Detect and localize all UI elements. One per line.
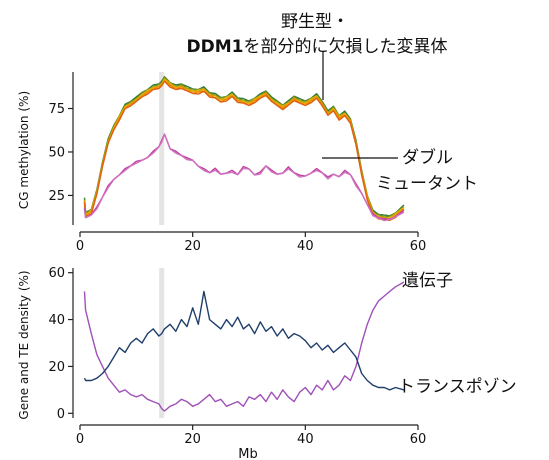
te-annotation: トランスポゾン <box>398 377 517 397</box>
wildtype-series-line <box>83 80 405 222</box>
x-tick-label: 60 <box>410 432 427 447</box>
y-tick-label: 60 <box>48 266 65 281</box>
y-tick-label: 25 <box>48 189 65 204</box>
y-tick-label: 0 <box>57 407 65 422</box>
x-tick-label: 40 <box>297 432 314 447</box>
genes-annotation: 遺伝子 <box>402 271 453 291</box>
x-axis-label: Mb <box>238 447 257 460</box>
y-tick-label: 40 <box>48 313 65 328</box>
te-series-line <box>83 290 405 391</box>
x-tick-label: 20 <box>184 432 201 447</box>
ddm1-label: DDM1 <box>187 37 244 57</box>
centromere-highlight-bottom <box>159 268 165 418</box>
x-ticks-top: 0 20 40 60 <box>76 232 426 254</box>
y-axis-label-bottom: Gene and TE density (%) <box>17 270 31 419</box>
y-axis-label-top: CG methylation (%) <box>17 91 31 209</box>
x-ticks-bottom: 0 20 40 60 <box>76 425 426 447</box>
y-tick-label: 75 <box>48 102 65 117</box>
x-tick-label: 40 <box>297 239 314 254</box>
x-tick-label: 60 <box>410 239 427 254</box>
x-tick-label: 0 <box>76 432 84 447</box>
wildtype-annotation-line1: 野生型・ <box>281 12 349 32</box>
y-ticks-bottom: 0 20 40 60 <box>48 266 73 422</box>
double-mutant-series-line <box>83 133 405 222</box>
x-tick-label: 20 <box>184 239 201 254</box>
y-ticks-top: 25 50 75 <box>48 102 73 204</box>
wildtype-annotation-rest: を部分的に欠損した変異体 <box>243 37 447 57</box>
centromere-highlight-top <box>159 72 165 225</box>
density-series <box>83 281 405 412</box>
methylation-panel: 25 50 75 0 20 40 60 CG methylation (%) 野生型・ D… <box>17 12 478 254</box>
methylation-series <box>83 75 405 222</box>
wildtype-annotation-line2: DDM1を部分的に欠損した変異体 <box>187 37 448 57</box>
double-mutant-annotation-line1: ダブル <box>402 147 453 168</box>
y-tick-label: 20 <box>48 360 65 375</box>
y-tick-label: 50 <box>48 145 65 160</box>
genes-series-line <box>83 281 405 412</box>
double-mutant-annotation-line2: ミュータント <box>376 174 478 194</box>
x-tick-label: 0 <box>76 239 84 254</box>
